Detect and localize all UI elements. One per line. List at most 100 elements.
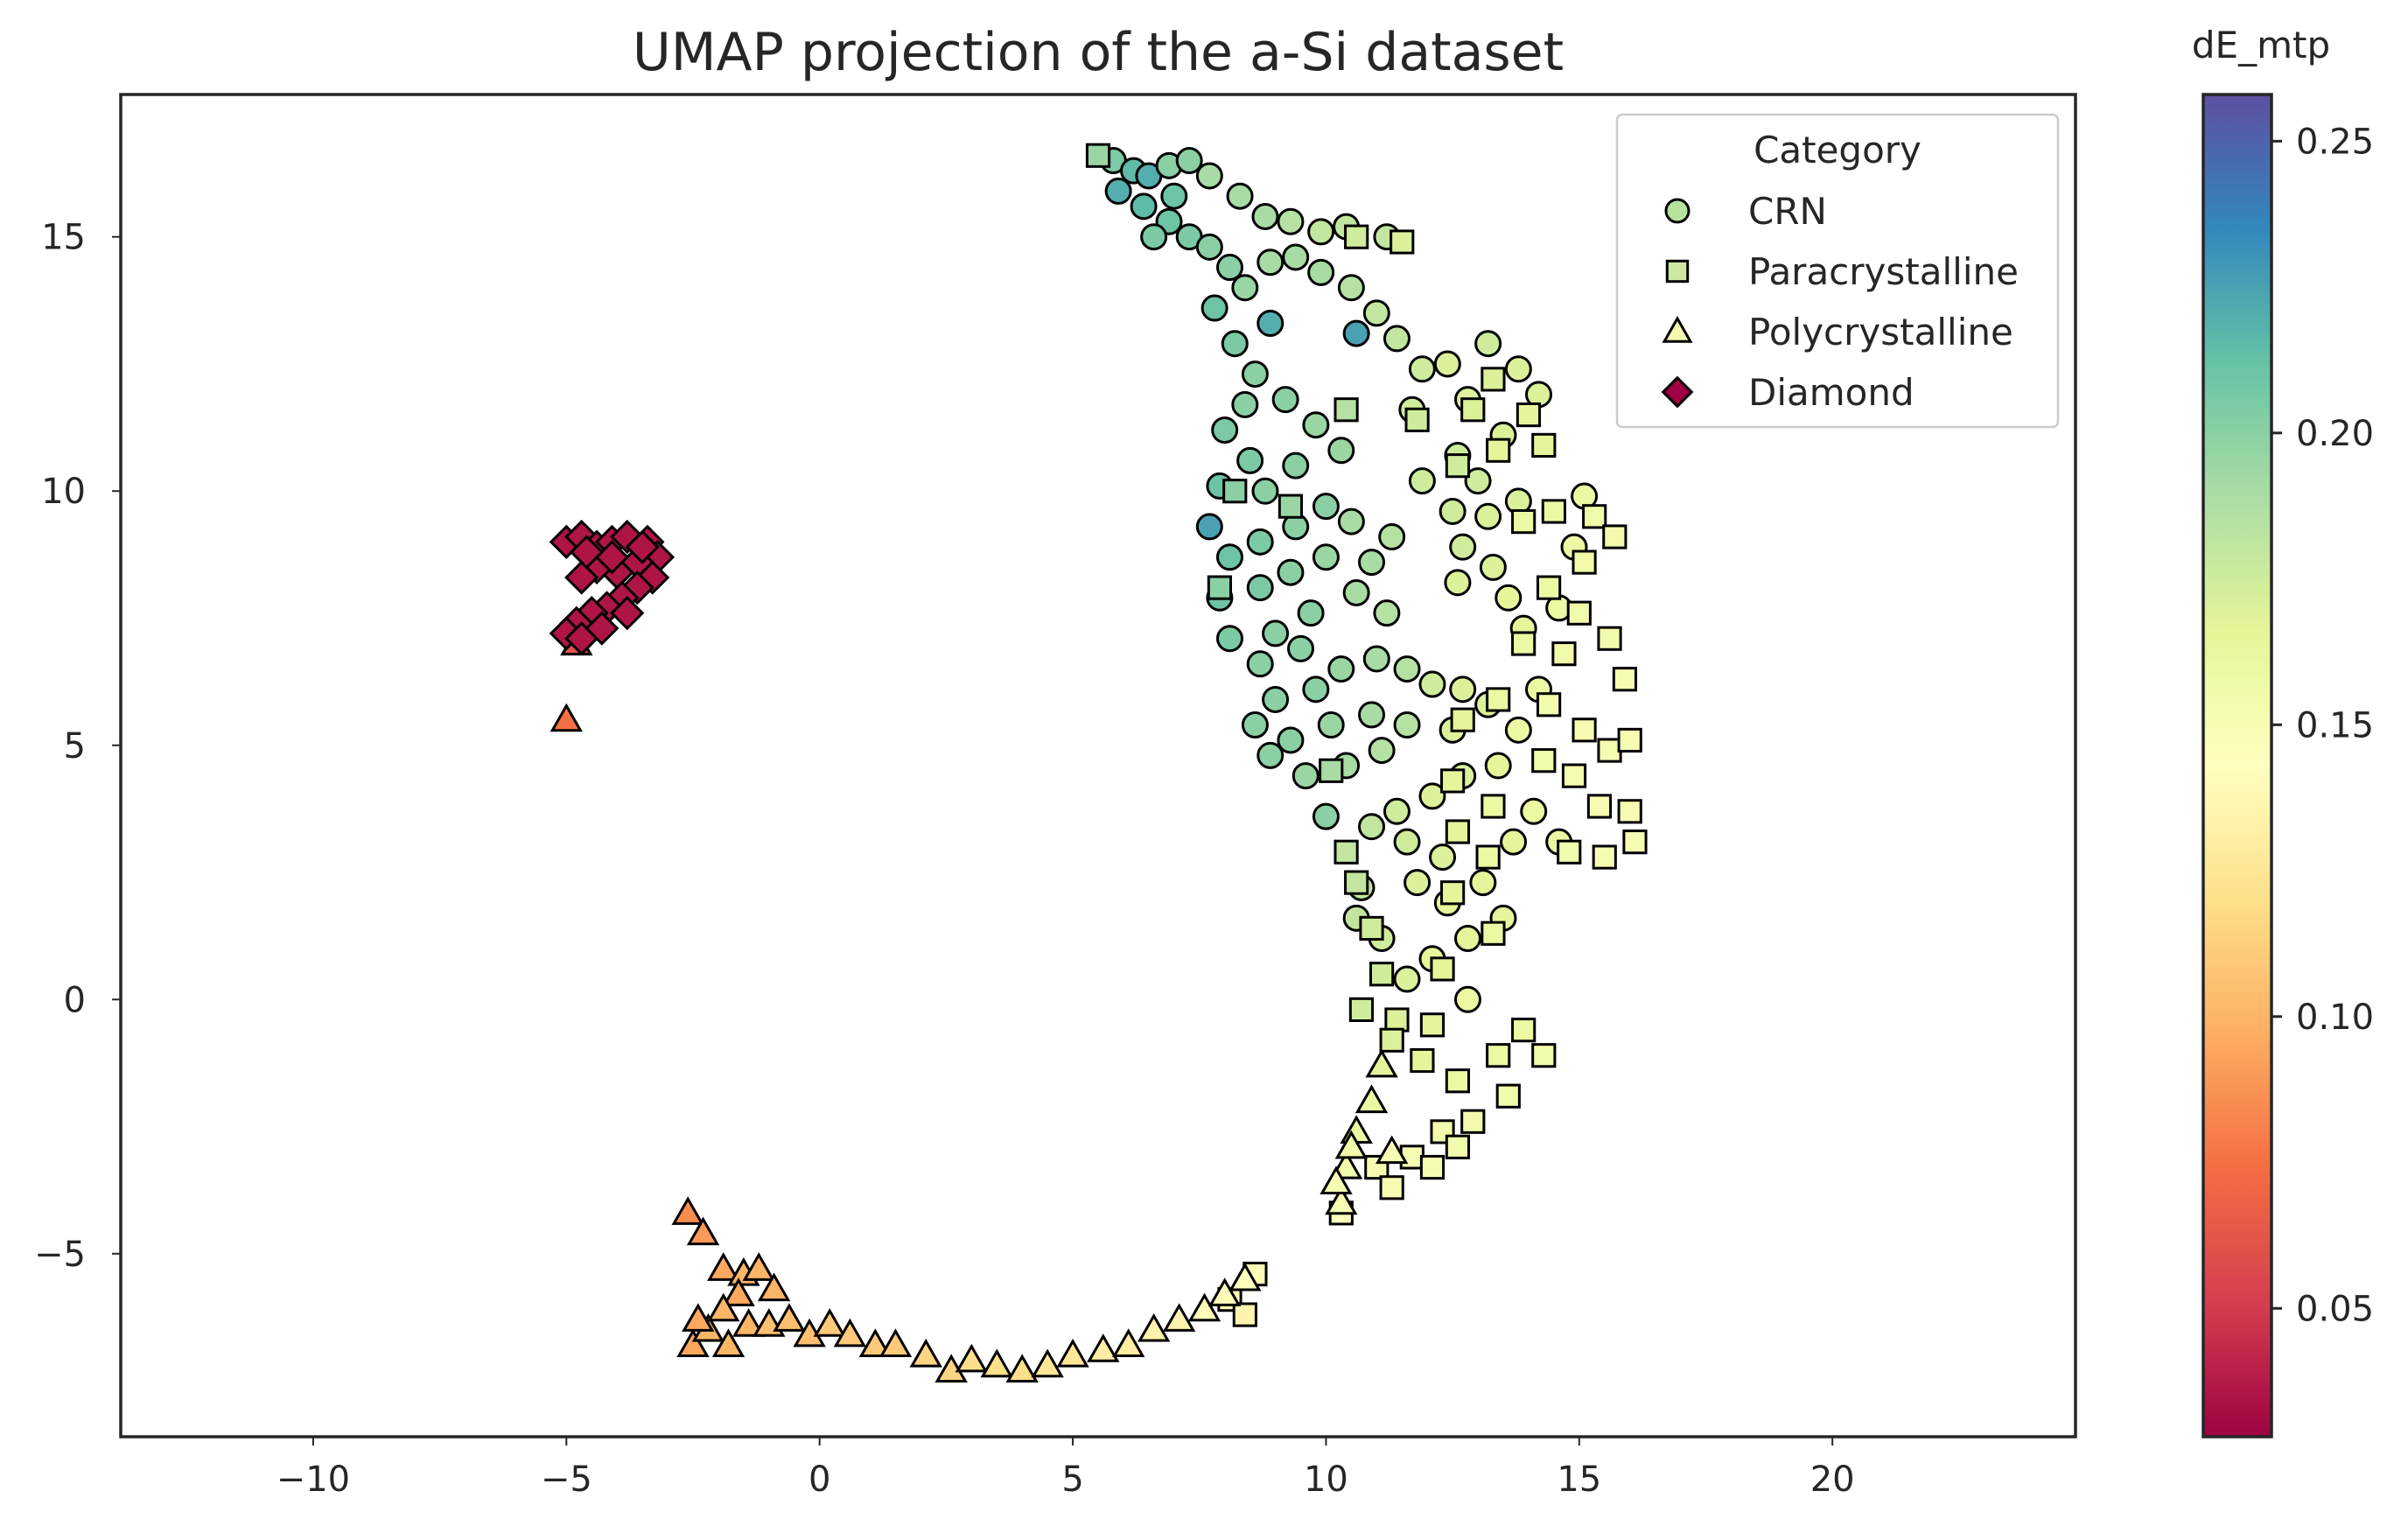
point-triangle [1325, 1186, 1358, 1215]
point-circle [1262, 620, 1290, 648]
point-square [1334, 839, 1359, 864]
point-square [1511, 508, 1536, 535]
point-square [1232, 1302, 1257, 1327]
point-circle [1494, 584, 1522, 612]
point-triangle [1375, 1135, 1409, 1165]
point-square [1379, 1175, 1404, 1200]
point-circle [1393, 655, 1421, 683]
point-circle [1231, 274, 1259, 302]
point-circle [1246, 574, 1274, 602]
point-circle [1277, 726, 1305, 754]
point-circle [1236, 446, 1264, 474]
point-square [1511, 631, 1536, 656]
point-circle [1418, 782, 1446, 810]
point-square [1541, 499, 1566, 524]
point-square [1617, 799, 1642, 824]
point-triangle [686, 1216, 720, 1246]
point-triangle [676, 1328, 710, 1357]
point-triangle [1365, 1048, 1398, 1078]
point-square [1597, 738, 1622, 763]
point-square [1516, 402, 1542, 428]
point-circle [1464, 467, 1492, 495]
point-circle [1246, 528, 1274, 556]
point-square [1460, 1109, 1486, 1134]
point-circle [1408, 467, 1436, 495]
point-circle [1449, 533, 1477, 561]
point-square [1319, 758, 1344, 783]
point-circle [1358, 549, 1386, 577]
point-circle [1433, 350, 1461, 378]
plot-frame [119, 93, 2077, 1438]
point-circle [1429, 844, 1457, 872]
point-square [1359, 915, 1384, 942]
colorbar: dE_mtp 0.05 0.10 0.15 0.20 0.25 [2192, 24, 2374, 1438]
x-tick-label: 15 [1557, 1460, 1601, 1500]
point-diamond [569, 535, 605, 570]
point-diamond [564, 560, 599, 595]
point-circle [1373, 599, 1401, 627]
legend-label: Paracrystalline [1748, 250, 2019, 293]
point-square [1445, 819, 1471, 844]
point-circle [1337, 508, 1365, 536]
point-circle [1262, 685, 1290, 713]
point-square [1495, 1083, 1521, 1109]
point-circle [1444, 569, 1472, 597]
point-diamond [625, 529, 660, 564]
point-triangle [1112, 1328, 1145, 1357]
point-circle [1504, 716, 1532, 744]
point-square [1450, 707, 1475, 732]
point-square [1486, 438, 1511, 463]
point-triangle [722, 1278, 755, 1306]
point-triangle [1056, 1338, 1089, 1368]
point-square [1622, 830, 1648, 855]
point-circle [1362, 299, 1390, 327]
point-triangle [858, 1328, 892, 1357]
point-square [1597, 626, 1622, 651]
point-circle [1246, 650, 1274, 678]
point-square [1480, 920, 1506, 946]
point-square [1511, 1018, 1536, 1043]
point-triangle [1162, 1303, 1196, 1332]
colorbar-tick-label: 0.20 [2296, 414, 2374, 454]
point-square [1531, 748, 1557, 774]
point-square [1344, 870, 1369, 895]
colorbar-ticks: 0.05 0.10 0.15 0.20 0.25 [2272, 122, 2374, 1329]
point-square [1390, 229, 1415, 255]
point-circle [1358, 813, 1386, 841]
x-tick-label: −5 [541, 1460, 592, 1500]
point-square [1572, 718, 1597, 743]
point-triangle [1031, 1348, 1064, 1378]
point-circle [1251, 477, 1279, 505]
point-triangle [550, 703, 583, 732]
point-circle [1215, 625, 1243, 653]
point-circle [1307, 218, 1335, 246]
point-circle [1302, 411, 1330, 439]
legend-entries: CRN Paracrystalline Polycrystalline Diamond [1661, 190, 2019, 414]
point-circle [1200, 294, 1228, 322]
point-square [1617, 727, 1642, 753]
point-circle [1358, 701, 1386, 729]
x-tick-label: 20 [1810, 1460, 1855, 1500]
point-square [1557, 839, 1582, 864]
point-circle [1504, 355, 1532, 383]
point-square [1531, 432, 1557, 458]
point-square [1592, 844, 1617, 870]
point-circle [1378, 523, 1406, 551]
point-circle [1221, 330, 1249, 358]
point-triangle [1137, 1312, 1171, 1342]
y-tick-label: 15 [41, 218, 86, 258]
point-circle [1393, 711, 1421, 739]
point-circle [1453, 985, 1481, 1013]
point-square [1460, 397, 1486, 423]
point-circle [1130, 192, 1158, 220]
point-circle [1362, 645, 1390, 673]
point-circle [1195, 513, 1223, 541]
point-diamond [610, 596, 645, 631]
point-circle [1211, 416, 1239, 444]
point-circle [1271, 386, 1299, 414]
point-triangle [909, 1338, 942, 1368]
point-triangle [1087, 1334, 1120, 1362]
point-square [1379, 1027, 1404, 1053]
point-circle [1382, 325, 1410, 353]
point-circle [1241, 360, 1269, 388]
